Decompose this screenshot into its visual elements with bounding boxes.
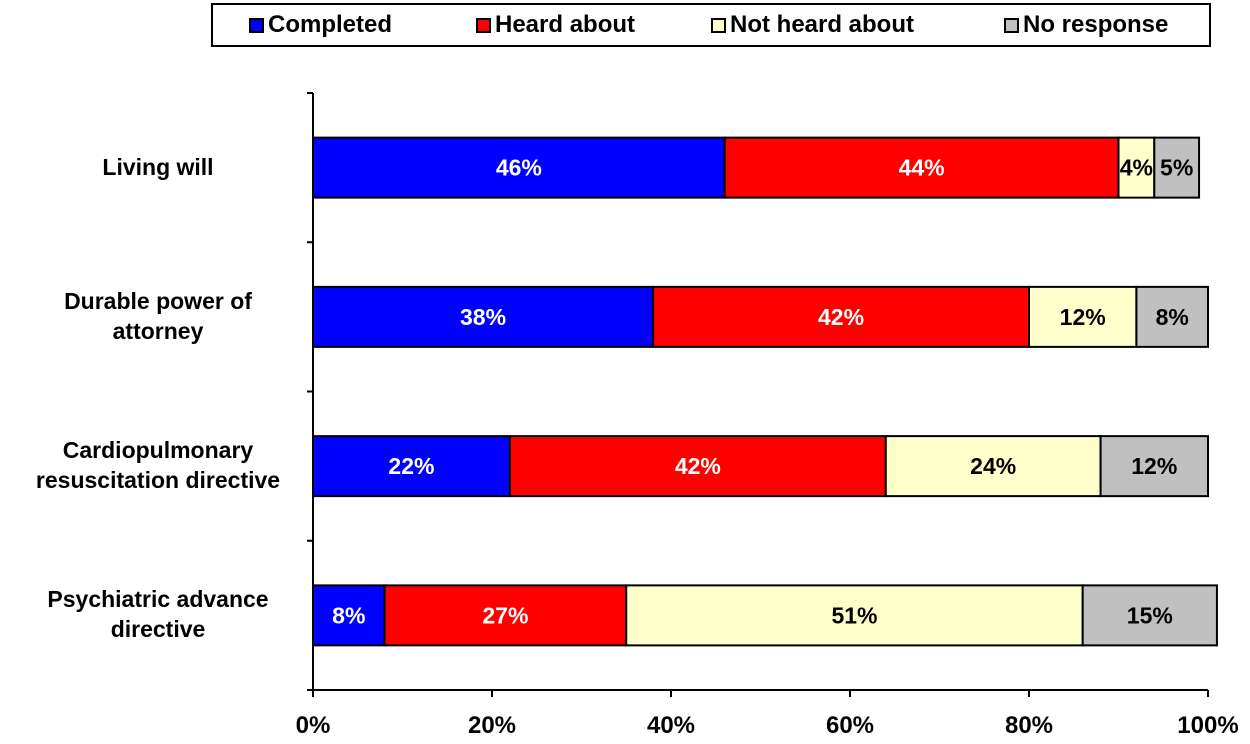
- legend-label-completed: Completed: [268, 11, 393, 38]
- category-label-living-will: Living will: [13, 152, 303, 182]
- legend-item-not-heard-about: Not heard about: [711, 5, 914, 45]
- legend-swatch-not-heard-about: [711, 17, 726, 33]
- data-label-heard-about-durable-power-of-attorney: 42%: [818, 304, 864, 330]
- bar-completed-living-will: [312, 136, 726, 199]
- data-label-not-heard-about-durable-power-of-attorney: 12%: [1060, 304, 1106, 330]
- bar-heard-about-psychiatric-advance-directive: [383, 584, 628, 647]
- data-label-completed-cardiopulmonary-resuscitation-directive: 22%: [388, 453, 434, 479]
- category-label-line: Psychiatric advance: [47, 586, 269, 613]
- bar-not-heard-about-psychiatric-advance-directive: [625, 584, 1084, 647]
- legend-label-heard-about: Heard about: [495, 11, 636, 38]
- data-label-no-response-living-will: 5%: [1160, 155, 1193, 181]
- bar-completed-psychiatric-advance-directive: [312, 584, 386, 647]
- data-label-heard-about-psychiatric-advance-directive: 27%: [482, 602, 528, 628]
- x-tick-label: 0%: [295, 712, 331, 739]
- x-tick-label: 60%: [825, 712, 875, 739]
- data-label-not-heard-about-psychiatric-advance-directive: 51%: [831, 602, 877, 628]
- legend-swatch-heard-about: [476, 17, 491, 33]
- data-label-completed-psychiatric-advance-directive: 8%: [332, 602, 365, 628]
- bar-heard-about-living-will: [723, 136, 1120, 199]
- legend-item-completed: Completed: [249, 5, 392, 45]
- legend-item-heard-about: Heard about: [476, 5, 635, 45]
- x-tick-label: 40%: [646, 712, 696, 739]
- bar-no-response-living-will: [1153, 136, 1201, 199]
- data-label-no-response-cardiopulmonary-resuscitation-directive: 12%: [1131, 453, 1177, 479]
- bar-completed-durable-power-of-attorney: [312, 285, 655, 348]
- data-label-no-response-psychiatric-advance-directive: 15%: [1127, 602, 1173, 628]
- legend: Completed Heard about Not heard about No…: [211, 3, 1211, 47]
- bar-no-response-durable-power-of-attorney: [1135, 285, 1210, 348]
- category-label-line: Durable power of: [64, 287, 252, 314]
- bar-no-response-cardiopulmonary-resuscitation-directive: [1099, 435, 1209, 498]
- legend-swatch-no-response: [1004, 17, 1019, 33]
- data-label-heard-about-living-will: 44%: [899, 155, 945, 181]
- legend-label-no-response: No response: [1023, 11, 1169, 38]
- data-label-completed-durable-power-of-attorney: 38%: [460, 304, 506, 330]
- data-label-not-heard-about-living-will: 4%: [1120, 155, 1153, 181]
- category-label-psychiatric-advance-directive: Psychiatric advance directive: [13, 584, 303, 644]
- legend-item-no-response: No response: [1004, 5, 1168, 45]
- data-label-completed-living-will: 46%: [496, 155, 542, 181]
- data-label-heard-about-cardiopulmonary-resuscitation-directive: 42%: [675, 453, 721, 479]
- category-label-durable-power-of-attorney: Durable power of attorney: [13, 286, 303, 346]
- data-label-no-response-durable-power-of-attorney: 8%: [1156, 304, 1189, 330]
- category-label-line: directive: [110, 616, 206, 643]
- legend-swatch-completed: [249, 17, 264, 33]
- x-tick-label: 20%: [467, 712, 517, 739]
- x-tick-label: 80%: [1004, 712, 1054, 739]
- bar-no-response-psychiatric-advance-directive: [1081, 584, 1218, 647]
- bar-completed-cardiopulmonary-resuscitation-directive: [312, 435, 511, 498]
- category-label-line: Cardiopulmonary: [62, 437, 254, 464]
- category-label-line: attorney: [112, 317, 204, 344]
- x-tick-label: 100%: [1177, 712, 1239, 739]
- category-label-cardiopulmonary-resuscitation-directive: Cardiopulmonary resuscitation directive: [13, 435, 303, 495]
- category-label-line: Living will: [102, 153, 214, 180]
- legend-label-not-heard-about: Not heard about: [730, 11, 914, 38]
- data-label-not-heard-about-cardiopulmonary-resuscitation-directive: 24%: [970, 453, 1016, 479]
- bar-heard-about-cardiopulmonary-resuscitation-directive: [508, 435, 887, 498]
- category-label-line: resuscitation directive: [35, 467, 281, 494]
- bar-heard-about-durable-power-of-attorney: [652, 285, 1030, 348]
